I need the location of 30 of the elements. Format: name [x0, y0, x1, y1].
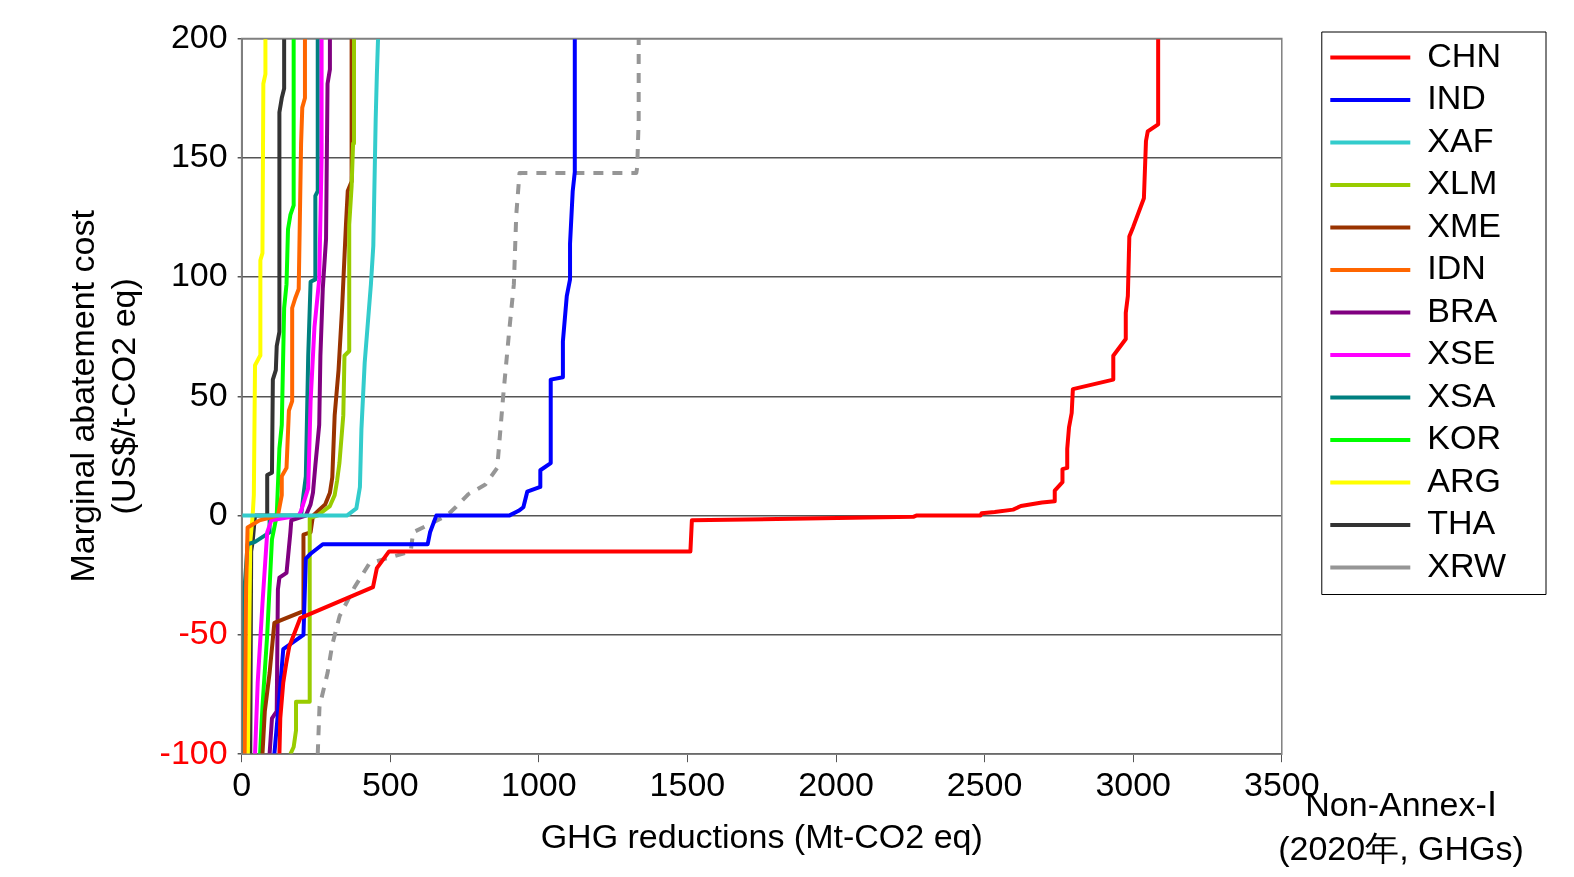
- line-series: [315, 38, 641, 755]
- legend-label: IDN: [1427, 248, 1486, 287]
- legend-label: XSA: [1427, 375, 1496, 414]
- y-tick-label: 150: [170, 136, 228, 175]
- y-tick-label: -50: [178, 613, 228, 652]
- legend-label: THA: [1427, 503, 1496, 542]
- x-tick-label: 1000: [501, 764, 577, 803]
- legend-label: ARG: [1427, 460, 1501, 499]
- x-tick-label: 1500: [649, 764, 726, 803]
- x-axis-title: GHG reductions (Mt-CO2 eq): [540, 816, 983, 855]
- legend-label: KOR: [1427, 418, 1501, 457]
- x-tick-label: 0: [232, 764, 252, 803]
- legend-label: XSE: [1427, 333, 1496, 372]
- legend-label: CHN: [1427, 35, 1501, 74]
- x-tick-label: 2000: [798, 764, 874, 803]
- y-tick-label: 50: [189, 374, 228, 413]
- legend-label: BRA: [1427, 290, 1498, 329]
- legend-label: IND: [1427, 78, 1486, 117]
- legend-label: XAF: [1427, 120, 1494, 159]
- y-axis-title: Marginal abatement cost (US$/t-CO2 eq): [62, 209, 142, 583]
- y-tick-label: 100: [170, 255, 228, 294]
- legend-label: XRW: [1427, 545, 1507, 584]
- x-tick-label: 2500: [946, 764, 1023, 803]
- x-tick-label: 3000: [1095, 764, 1172, 803]
- y-tick-label: -100: [159, 732, 228, 771]
- x-tick-label: 500: [361, 764, 419, 803]
- y-tick-label: 0: [208, 493, 228, 532]
- y-tick-label: 200: [170, 16, 228, 55]
- legend-label: XLM: [1427, 163, 1498, 202]
- legend-label: XME: [1427, 205, 1501, 244]
